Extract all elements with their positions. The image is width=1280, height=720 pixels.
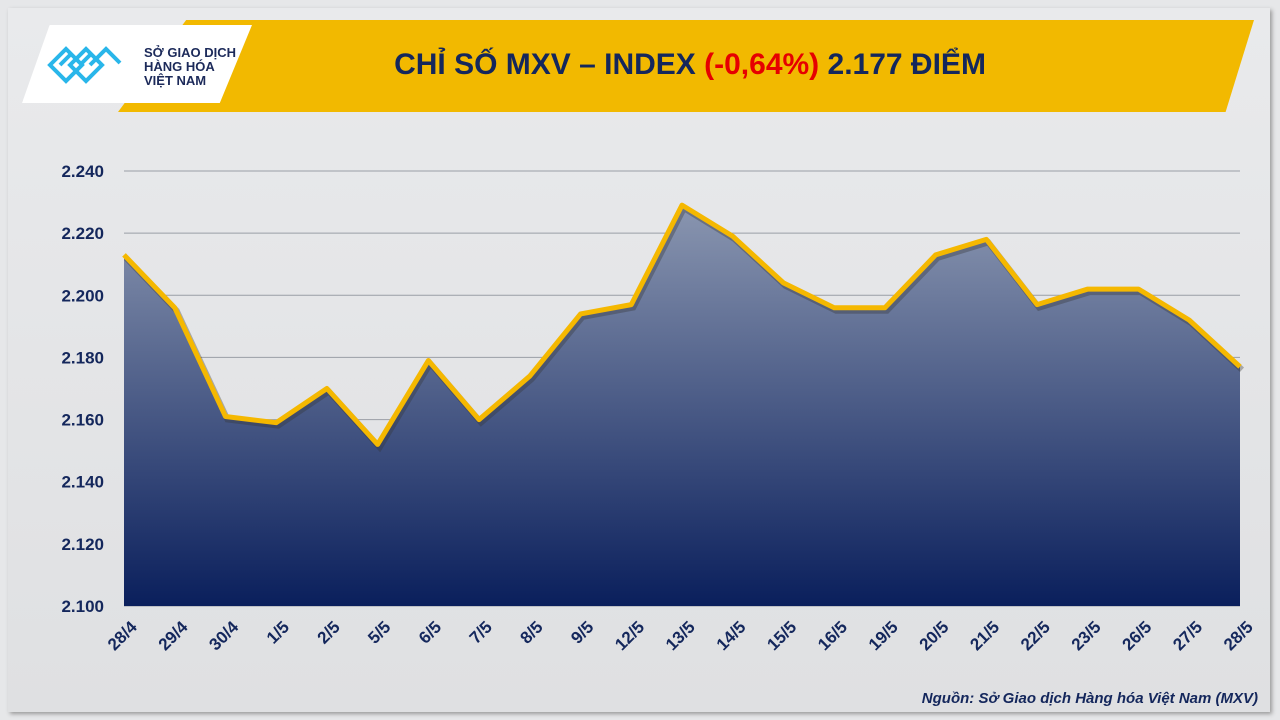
logo-mark-icon <box>47 46 122 84</box>
x-tick-label: 26/5 <box>1119 617 1156 654</box>
x-tick-label: 2/5 <box>314 617 344 647</box>
source-note: Nguồn: Sở Giao dịch Hàng hóa Việt Nam (M… <box>921 690 1258 707</box>
x-tick-label: 16/5 <box>814 617 851 654</box>
x-tick-label: 19/5 <box>865 617 902 654</box>
y-tick-label: 2.200 <box>61 286 104 305</box>
y-tick-label: 2.220 <box>61 224 104 243</box>
x-tick-label: 28/4 <box>104 617 141 654</box>
x-tick-label: 20/5 <box>916 617 953 654</box>
x-tick-label: 13/5 <box>662 617 699 654</box>
area-fill <box>124 205 1240 606</box>
x-tick-label: 9/5 <box>567 617 597 647</box>
x-tick-label: 5/5 <box>364 617 394 647</box>
x-tick-label: 29/4 <box>155 617 192 654</box>
chart-title: CHỈ SỐ MXV – INDEX (-0,64%) 2.177 ĐIỂM <box>300 48 1080 82</box>
x-tick-label: 28/5 <box>1220 617 1257 654</box>
x-tick-label: 12/5 <box>611 617 648 654</box>
y-tick-label: 2.100 <box>61 597 104 616</box>
logo-text: SỞ GIAO DỊCH HÀNG HÓA VIỆT NAM <box>144 46 236 88</box>
y-tick-label: 2.160 <box>61 411 104 430</box>
y-tick-label: 2.140 <box>61 473 104 492</box>
x-tick-label: 8/5 <box>516 617 546 647</box>
logo-line: VIỆT NAM <box>144 73 207 88</box>
y-tick-label: 2.180 <box>61 348 104 367</box>
x-tick-label: 22/5 <box>1017 617 1054 654</box>
y-tick-label: 2.240 <box>61 162 104 181</box>
x-tick-label: 7/5 <box>466 617 496 647</box>
logo-line: HÀNG HÓA <box>144 59 215 74</box>
x-tick-label: 1/5 <box>263 617 293 647</box>
logo-line: SỞ GIAO DỊCH <box>144 45 236 60</box>
x-tick-label: 15/5 <box>763 617 800 654</box>
y-tick-label: 2.120 <box>61 535 104 554</box>
title-banner <box>118 20 1254 112</box>
x-tick-label: 23/5 <box>1068 617 1105 654</box>
x-tick-label: 14/5 <box>713 617 750 654</box>
title-prefix: CHỈ SỐ MXV – INDEX <box>394 48 705 81</box>
x-tick-label: 27/5 <box>1169 617 1206 654</box>
x-tick-label: 30/4 <box>205 617 242 654</box>
title-suffix: 2.177 ĐIỂM <box>819 48 986 81</box>
x-tick-label: 21/5 <box>966 617 1003 654</box>
x-tick-label: 6/5 <box>415 617 445 647</box>
mxv-logo <box>22 25 252 103</box>
title-change: (-0,64%) <box>704 48 820 81</box>
